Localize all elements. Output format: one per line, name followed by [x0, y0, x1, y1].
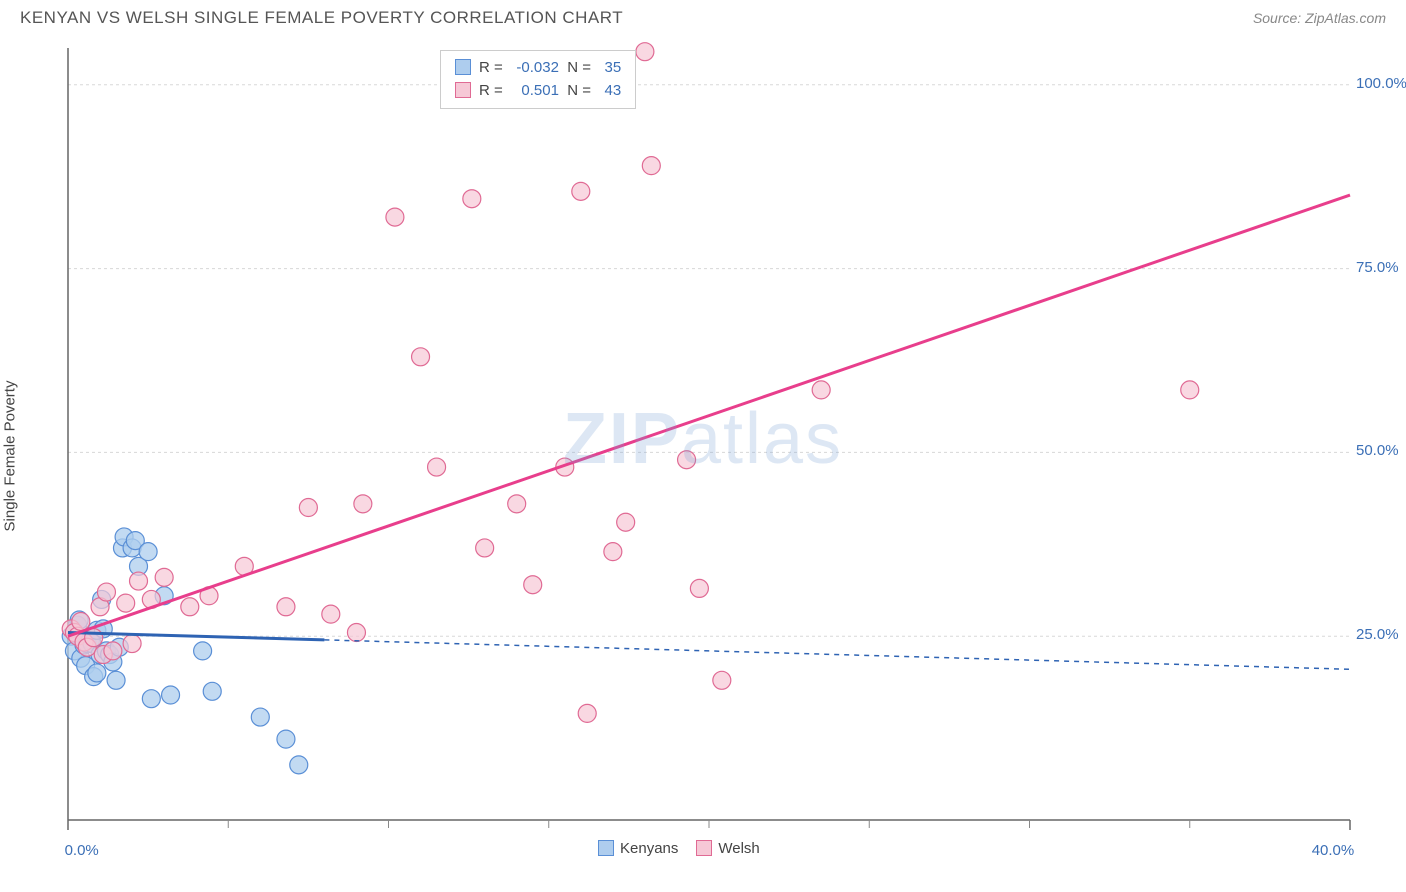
axis-tick-label: 50.0% — [1356, 442, 1399, 459]
axis-tick-label: 75.0% — [1356, 259, 1399, 276]
chart-area: Single Female Poverty ZIPatlas R = -0.03… — [20, 40, 1386, 872]
scatter-plot — [20, 40, 1386, 872]
y-axis-label: Single Female Poverty — [2, 381, 19, 532]
series-legend: KenyansWelsh — [580, 840, 760, 857]
axis-tick-label: 100.0% — [1356, 75, 1406, 92]
stats-legend: R = -0.032 N = 35R = 0.501 N = 43 — [440, 50, 636, 109]
axis-tick-label: 40.0% — [1312, 842, 1355, 859]
axis-tick-label: 0.0% — [65, 842, 99, 859]
chart-title: KENYAN VS WELSH SINGLE FEMALE POVERTY CO… — [20, 8, 623, 28]
source-label: Source: ZipAtlas.com — [1253, 10, 1386, 26]
axis-tick-label: 25.0% — [1356, 626, 1399, 643]
